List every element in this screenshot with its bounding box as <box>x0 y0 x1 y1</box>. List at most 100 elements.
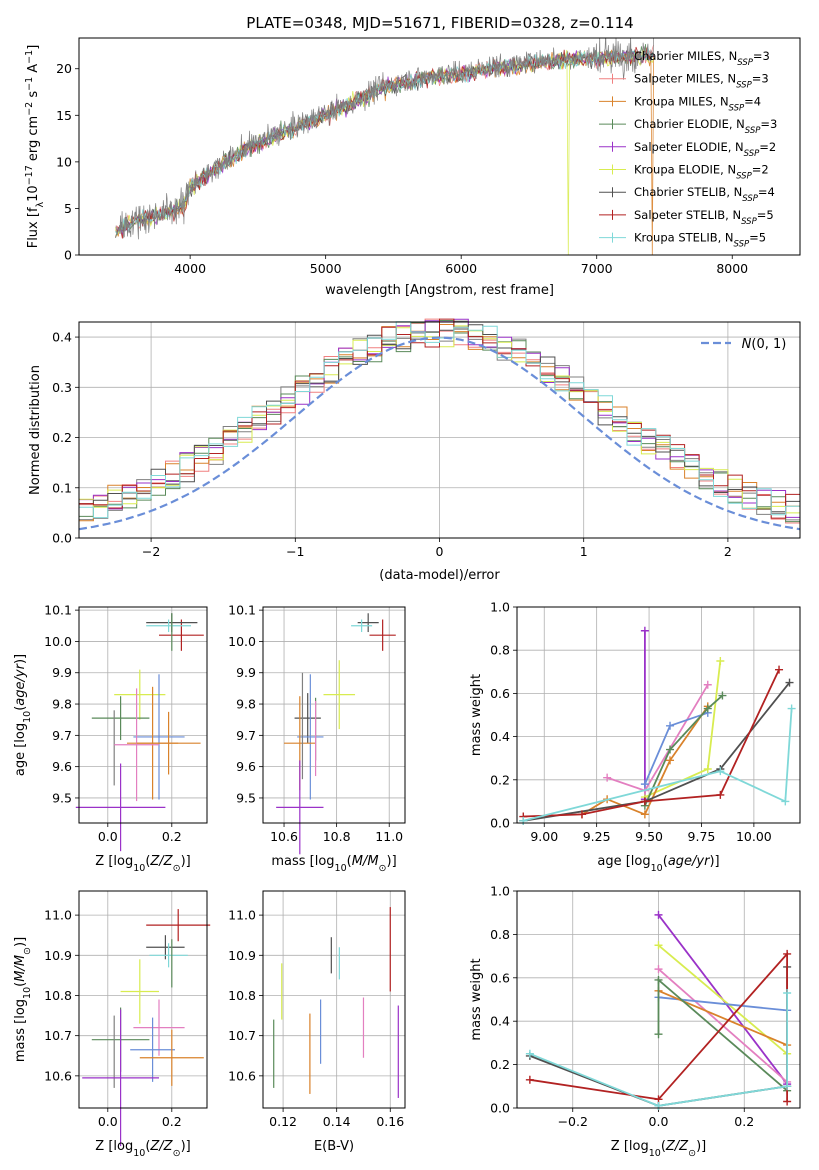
errorbars <box>273 907 399 1098</box>
errorbars <box>82 909 211 1147</box>
errorbar-point <box>351 619 373 633</box>
legend: Chabrier MILES, NSSP=3 Salpeter MILES, NS… <box>599 49 777 250</box>
errorbar-point <box>369 619 396 651</box>
x-axis-label: E(B-V) <box>314 1139 354 1154</box>
weight-marker <box>525 1049 534 1058</box>
x-tick-label: 0.14 <box>323 1114 351 1129</box>
model-spectrum-line <box>115 44 654 235</box>
y-tick-label: 0.2 <box>52 430 72 445</box>
x-tick-label: 1 <box>580 544 588 559</box>
weight-marker <box>783 949 792 958</box>
model-spectrum-line <box>115 48 654 255</box>
y-tick-label: 5 <box>64 201 72 216</box>
weight-marker <box>654 965 663 974</box>
errorbar-point <box>297 674 324 800</box>
y-tick-label: 10.6 <box>44 1068 72 1083</box>
weight-marker <box>775 665 784 674</box>
y-tick-label: 10.8 <box>228 988 256 1003</box>
x-tick-label: 5000 <box>310 261 342 276</box>
y-tick-label: 10.9 <box>44 948 72 963</box>
histogram-series <box>79 321 800 519</box>
y-tick-label: 0.6 <box>490 970 510 985</box>
grid <box>79 322 800 539</box>
x-axis-label: age [log10(age/yr)] <box>597 854 719 874</box>
x-axis-label: Z [log10(Z/Z⊙)] <box>611 1139 706 1159</box>
errorbar-point <box>114 688 159 802</box>
y-tick-label: 9.9 <box>52 665 72 680</box>
errorbar-point <box>130 1017 175 1082</box>
weight-marker <box>654 910 663 919</box>
axes-frame <box>78 890 208 1109</box>
weight-marker <box>783 988 792 997</box>
y-tick-label: 10.0 <box>228 634 256 649</box>
y-tick-label: 0.8 <box>490 927 510 942</box>
mass-vs-extinction-panel: 0.12 0.14 0.16 10.6 10.7 10.8 10.9 11.0 E(B-V) <box>228 890 406 1154</box>
x-tick-label: −2 <box>142 544 160 559</box>
weight-marker <box>783 1097 792 1106</box>
y-tick-label: 10.6 <box>228 1068 256 1083</box>
weight-series-line <box>523 682 791 822</box>
x-tick-label: 6000 <box>445 261 477 276</box>
y-tick-label: 0.2 <box>490 772 510 787</box>
y-tick-label: 0.6 <box>490 686 510 701</box>
errorbar-point <box>159 619 204 651</box>
age-vs-metallicity-panel: 0.0 0.2 9.5 9.6 9.7 9.8 9.9 10.0 10.1 Z [log10(Z/… <box>13 603 208 874</box>
y-tick-label: 9.5 <box>52 790 72 805</box>
y-tick-label: 10.8 <box>44 988 72 1003</box>
y-tick-label: 9.6 <box>236 759 256 774</box>
errorbars <box>75 613 204 852</box>
errorbar-point <box>146 909 211 942</box>
y-tick-label: 1.0 <box>490 884 510 899</box>
y-tick-label: 9.5 <box>236 790 256 805</box>
y-tick-label: 11.0 <box>228 908 256 923</box>
legend-entry: Salpeter MILES, NSSP=3 <box>634 72 769 91</box>
y-tick-label: 0 <box>64 248 72 263</box>
x-tick-label: 9.50 <box>635 829 663 844</box>
axes-frame <box>262 890 406 1109</box>
y-tick-label: 10.0 <box>44 634 72 649</box>
y-tick-label: 10.7 <box>228 1028 256 1043</box>
weight-marker <box>603 773 612 782</box>
x-tick-label: 0.12 <box>269 1114 297 1129</box>
x-tick-label: 0.2 <box>162 1114 182 1129</box>
figure-title: PLATE=0348, MJD=51671, FIBERID=0328, z=0… <box>246 14 633 32</box>
legend-entry: Chabrier STELIB, NSSP=4 <box>634 185 775 204</box>
model-spectrum-line <box>115 48 654 255</box>
y-tick-label: 0.0 <box>490 816 510 831</box>
weight-marker <box>666 756 675 765</box>
x-tick-label: 9.00 <box>530 829 558 844</box>
x-tick-label: 0.0 <box>98 829 118 844</box>
grid <box>79 891 207 1108</box>
weight-marker <box>640 810 649 819</box>
y-tick-label: 1.0 <box>490 600 510 615</box>
weight-series-line <box>606 684 709 792</box>
legend-entry: Salpeter ELODIE, NSSP=2 <box>634 140 776 159</box>
spectrum-lines <box>115 38 654 255</box>
weight-marker <box>785 678 794 687</box>
weight-marker <box>654 1101 663 1110</box>
weight-marker <box>781 797 790 806</box>
y-axis-label: mass weight <box>469 674 484 756</box>
weight-marker <box>783 1082 792 1091</box>
axes-frame <box>78 37 801 256</box>
observed-spectrum-line <box>115 38 654 240</box>
errorbar-point <box>82 1009 159 1147</box>
weight-marker <box>716 767 725 776</box>
x-tick-label: 10.00 <box>736 829 772 844</box>
legend-entry: Kroupa ELODIE, NSSP=2 <box>634 163 769 182</box>
y-axis-label: Normed distribution <box>28 365 43 495</box>
y-tick-label: 10.9 <box>228 948 256 963</box>
x-axis-label: Z [log10(Z/Z⊙)] <box>95 854 190 874</box>
weight-series-line <box>644 694 723 807</box>
legend-entry: Chabrier MILES, NSSP=3 <box>634 49 770 68</box>
model-spectrum-line <box>115 44 654 232</box>
y-tick-label: 0.4 <box>52 330 72 345</box>
model-spectrum-line <box>115 50 654 238</box>
legend-entry: Kroupa STELIB, NSSP=5 <box>634 231 766 250</box>
weight-vs-metallicity-panel: −0.2 0.0 0.2 0.0 0.2 0.4 0.6 0.8 1.0 Z [log10(Z/Z… <box>469 884 801 1159</box>
x-axis-label: wavelength [Angstrom, rest frame] <box>325 283 554 298</box>
weight-series-line <box>529 993 788 1107</box>
y-tick-label: 11.0 <box>44 908 72 923</box>
errorbar-point <box>294 693 321 744</box>
errorbar-point <box>133 674 185 800</box>
